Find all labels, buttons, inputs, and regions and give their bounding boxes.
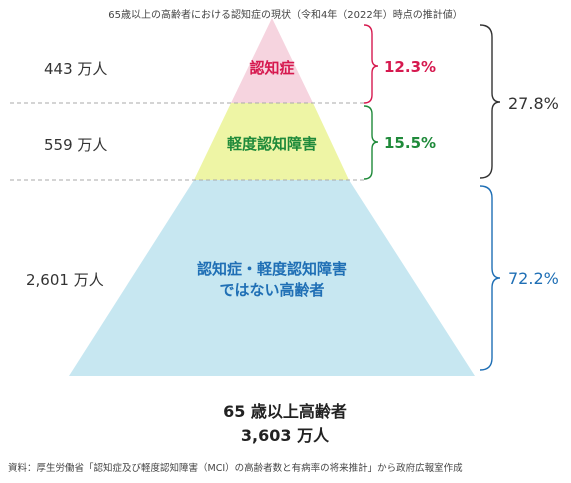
diagram-header: 65歳以上の高齢者における認知症の現状（令和4年（2022年）時点の推計値） (108, 10, 463, 21)
tier-label-line: ではない高齢者 (219, 281, 325, 299)
tier-label-dementia: 認知症 (249, 59, 295, 77)
tier-label-mci: 軽度認知障害 (226, 135, 317, 153)
total-label: 65 歳以上高齢者 (223, 402, 347, 421)
count-other-elderly: 2,601 万人 (26, 271, 104, 289)
percent-dementia: 12.3% (384, 58, 437, 76)
count-dementia: 443 万人 (44, 60, 108, 78)
percent-other-elderly: 72.2% (508, 269, 559, 288)
pyramid-tier-middle (194, 103, 349, 180)
brace-bottom-tier (479, 185, 501, 371)
pyramid-tier-top (231, 18, 313, 103)
brace-top-tier (363, 24, 379, 104)
brace-middle-tier (363, 105, 379, 180)
percent-combined: 27.8% (508, 94, 559, 113)
total-count: 3,603 万人 (240, 426, 330, 445)
pyramid-tier-bottom (69, 180, 475, 376)
count-mci: 559 万人 (44, 136, 108, 154)
brace-combined (479, 24, 501, 179)
source-note: 資料：厚生労働省「認知症及び軽度認知障害（MCI）の高齢者数と有病率の将来推計」… (8, 463, 463, 474)
tier-label-line: 認知症・軽度認知障害 (196, 260, 347, 278)
tier-label-other-elderly: 認知症・軽度認知障害 ではない高齢者 (152, 259, 392, 301)
percent-mci: 15.5% (384, 134, 437, 152)
